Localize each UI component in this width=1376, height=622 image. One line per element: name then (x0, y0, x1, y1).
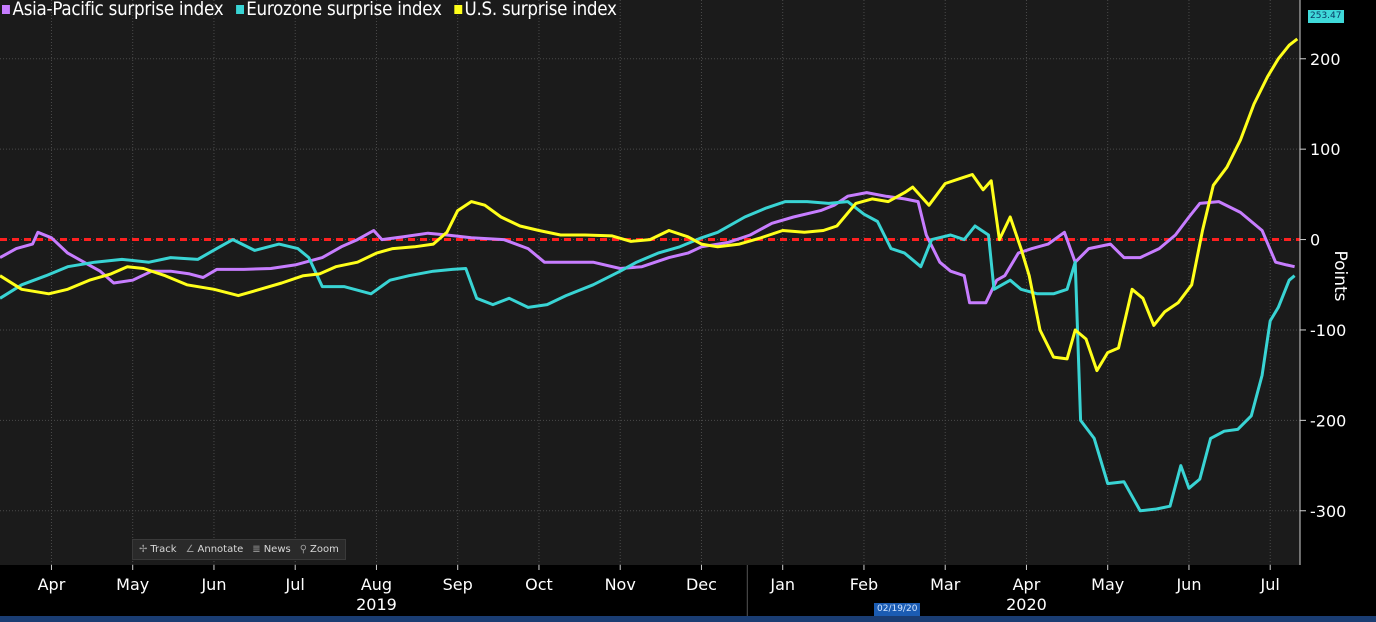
x-tick-label: Nov (605, 575, 636, 594)
legend-item-asia-pacific[interactable]: Asia-Pacific surprise index (2, 0, 224, 20)
zoom-label: Zoom (310, 544, 339, 555)
x-tick-label: Aug (361, 575, 392, 594)
series-line-0 (0, 191, 1295, 305)
y-tick-label: 200 (1310, 50, 1341, 69)
pencil-icon: ∠ (185, 544, 195, 555)
legend: Asia-Pacific surprise index Eurozone sur… (2, 0, 617, 20)
x-tick-label: Dec (686, 575, 717, 594)
track-label: Track (150, 544, 177, 555)
track-button[interactable]: ✢ Track (139, 544, 177, 555)
date-cursor-badge: 02/19/20 (874, 603, 921, 616)
x-tick-label: Jul (1260, 575, 1280, 594)
series-line-1 (0, 200, 1296, 513)
legend-label: Eurozone surprise index (246, 0, 442, 20)
crosshair-icon: ✢ (139, 544, 148, 555)
y-tick-label: -300 (1310, 502, 1346, 521)
x-tick-label: May (116, 575, 149, 594)
current-value-badge: 253.47 (1308, 10, 1344, 23)
series-line-2 (0, 37, 1299, 373)
year-label: 2020 (1006, 595, 1047, 614)
legend-swatch (453, 4, 462, 14)
news-label: News (263, 544, 291, 555)
y-tick-label: 100 (1310, 140, 1341, 159)
x-tick-label: Jul (285, 575, 305, 594)
bottom-scroll-bar[interactable] (0, 616, 1376, 622)
x-tick-label: Jan (769, 575, 795, 594)
y-axis-title: Points (1330, 250, 1350, 302)
x-axis-band (0, 565, 1376, 616)
x-tick-label: Apr (38, 575, 66, 594)
y-tick-label: 0 (1310, 231, 1320, 250)
x-tick-label: Feb (850, 575, 878, 594)
annotate-label: Annotate (197, 544, 244, 555)
legend-label: U.S. surprise index (464, 0, 617, 20)
plot-area (0, 0, 1300, 565)
x-axis: Apr May Jun Jul Aug Sep Oct Nov Dec Jan Feb Mar Apr M… (38, 565, 1280, 616)
x-tick-label: Mar (930, 575, 961, 594)
x-tick-label: Jun (1175, 575, 1201, 594)
year-label: 2019 (356, 595, 397, 614)
series-lines (0, 37, 1299, 513)
legend-label: Asia-Pacific surprise index (12, 0, 224, 20)
x-tick-label: May (1091, 575, 1124, 594)
legend-swatch (235, 4, 244, 14)
zoom-button[interactable]: ⚲ Zoom (300, 544, 339, 555)
news-icon: ≣ (252, 544, 261, 555)
x-tick-label: Sep (443, 575, 473, 594)
x-tick-label: Apr (1013, 575, 1041, 594)
annotate-button[interactable]: ∠ Annotate (186, 544, 244, 555)
legend-item-us[interactable]: U.S. surprise index (453, 0, 617, 20)
x-tick-label: Oct (525, 575, 553, 594)
legend-swatch (2, 4, 10, 14)
news-button[interactable]: ≣ News (252, 544, 290, 555)
x-tick-label: Jun (200, 575, 226, 594)
magnifier-icon: ⚲ (299, 544, 308, 555)
chart-toolbar: ✢ Track ∠ Annotate ≣ News ⚲ Zoom (132, 539, 346, 560)
y-axis: 200 100 0 -100 -200 -300 (1299, 0, 1346, 565)
y-tick-label: -100 (1310, 321, 1346, 340)
y-tick-label: -200 (1310, 411, 1346, 430)
legend-item-eurozone[interactable]: Eurozone surprise index (235, 0, 442, 20)
